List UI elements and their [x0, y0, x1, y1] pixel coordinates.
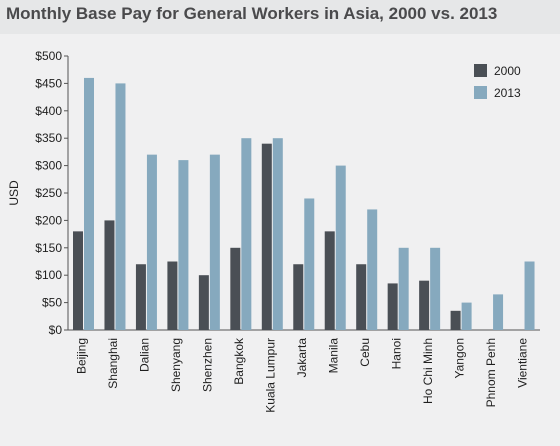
y-tick-label: $200 [35, 213, 62, 227]
x-category-label: Shenzhen [201, 338, 215, 392]
bar-2000-beijing [73, 231, 83, 330]
bar-2013-beijing [84, 77, 94, 330]
y-tick-label: $0 [49, 323, 63, 337]
y-tick-label: $400 [35, 104, 62, 118]
x-category-label: Phnom Penh [484, 338, 498, 407]
x-category-label: Cebu [358, 338, 372, 367]
bar-2000-shenzhen [198, 275, 209, 330]
y-tick-label: $450 [35, 76, 62, 90]
bar-2013-shenyang [178, 160, 189, 330]
x-category-label: Vientiane [515, 338, 529, 388]
x-category-label: Shenyang [169, 338, 183, 392]
legend-label-2000: 2000 [494, 64, 521, 78]
bar-2000-manila [324, 231, 335, 330]
legend-swatch-2000 [474, 64, 487, 77]
bar-2000-kuala-lumpur [261, 143, 272, 330]
x-category-label: Hanoi [389, 338, 403, 369]
bar-2000-ho-chi-minh [419, 280, 430, 330]
x-category-label: Beijing [75, 338, 89, 374]
bar-2000-cebu [356, 264, 367, 330]
x-category-label: Yangon [452, 338, 466, 378]
y-tick-label: $500 [35, 49, 62, 63]
x-category-label: Kuala Lumpur [264, 338, 278, 413]
bar-2000-bangkok [230, 247, 241, 330]
y-axis-ticks: $0 $50 $100 $150 $200 $250 $300 $350 $400 $450 $50… [7, 49, 540, 337]
bar-2013-hanoi [398, 247, 409, 330]
bar-2013-phnom-penh [493, 294, 504, 330]
bar-2000-jakarta [293, 264, 304, 330]
y-tick-label: $350 [35, 131, 62, 145]
chart-title: Monthly Base Pay for General Workers in … [6, 4, 498, 23]
x-category-label: Dalian [138, 338, 152, 372]
bar-2013-vientiane [524, 261, 535, 330]
y-tick-label: $100 [35, 268, 62, 282]
x-category-label: Jakarta [295, 338, 309, 378]
y-tick-label: $250 [35, 186, 62, 200]
bar-2013-manila [335, 165, 346, 330]
bar-2013-jakarta [304, 198, 315, 330]
y-tick-label: $50 [42, 296, 62, 310]
legend: 2000 2013 [474, 64, 521, 100]
bar-2000-shenyang [167, 261, 178, 330]
legend-swatch-2013 [474, 86, 487, 99]
bar-2013-yangon [461, 302, 472, 330]
bar-2013-cebu [367, 209, 378, 330]
bar-2000-dalian [135, 264, 146, 330]
bar-2013-ho-chi-minh [430, 247, 441, 330]
legend-label-2013: 2013 [494, 86, 521, 100]
bar-2000-yangon [450, 310, 461, 330]
x-category-label: Ho Chi Minh [421, 338, 435, 404]
y-tick-label: $300 [35, 159, 62, 173]
x-category-label: Shanghai [106, 338, 120, 389]
x-category-label: Bangkok [232, 337, 246, 385]
bar-2000-shanghai [104, 220, 115, 330]
bar-2000-hanoi [387, 283, 398, 330]
bar-2013-dalian [146, 154, 157, 330]
bar-2013-shenzhen [209, 154, 220, 330]
bar-2013-bangkok [241, 138, 252, 330]
bar-2013-shanghai [115, 83, 126, 331]
bar-2013-kuala-lumpur [272, 138, 283, 330]
x-axis-categories: Beijing Shanghai Dalian Shenyang Shenzhen Ban… [75, 337, 530, 413]
x-category-label: Manila [326, 338, 340, 374]
bars [73, 77, 535, 331]
y-tick-label: $150 [35, 241, 62, 255]
y-axis-label: USD [7, 180, 21, 206]
